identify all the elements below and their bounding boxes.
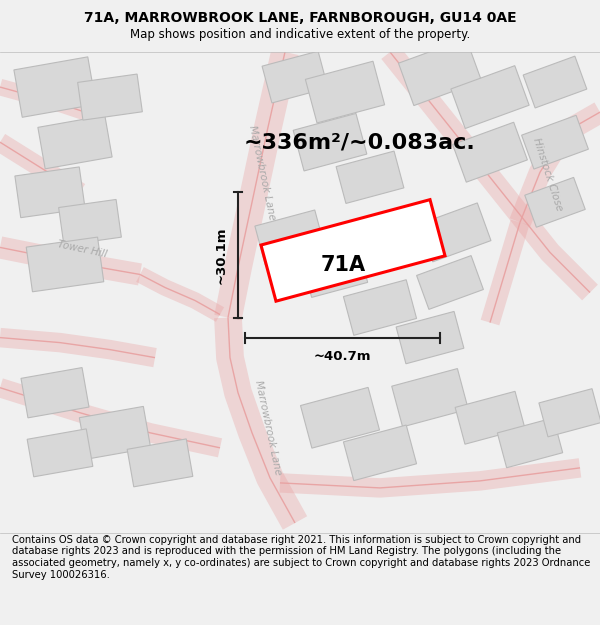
Polygon shape	[261, 199, 445, 301]
Polygon shape	[343, 425, 416, 481]
Polygon shape	[305, 61, 385, 123]
Polygon shape	[14, 57, 96, 118]
Text: ~336m²/~0.083ac.: ~336m²/~0.083ac.	[244, 132, 476, 152]
Polygon shape	[301, 388, 380, 448]
Polygon shape	[336, 151, 404, 203]
Polygon shape	[398, 39, 482, 106]
Polygon shape	[497, 418, 563, 468]
Polygon shape	[262, 51, 328, 103]
Polygon shape	[255, 210, 325, 265]
Polygon shape	[302, 248, 368, 298]
Polygon shape	[419, 203, 491, 262]
Text: 71A: 71A	[320, 256, 365, 276]
Polygon shape	[343, 280, 416, 336]
Text: Tower Hill: Tower Hill	[56, 239, 107, 259]
Text: Contains OS data © Crown copyright and database right 2021. This information is : Contains OS data © Crown copyright and d…	[12, 535, 590, 579]
Polygon shape	[451, 66, 529, 129]
Polygon shape	[523, 56, 587, 108]
Polygon shape	[396, 311, 464, 364]
Polygon shape	[416, 256, 484, 309]
Text: Marrowbrook Lane: Marrowbrook Lane	[253, 379, 283, 476]
Polygon shape	[21, 368, 89, 418]
Polygon shape	[455, 391, 525, 444]
Polygon shape	[15, 167, 85, 217]
Polygon shape	[452, 122, 527, 182]
Polygon shape	[525, 177, 585, 227]
Polygon shape	[59, 199, 121, 245]
Text: ~30.1m: ~30.1m	[215, 226, 228, 284]
Text: ~40.7m: ~40.7m	[314, 349, 371, 362]
Polygon shape	[539, 389, 600, 437]
Text: Marrowbrook Lane: Marrowbrook Lane	[247, 124, 277, 221]
Polygon shape	[26, 237, 104, 292]
Text: 71A, MARROWBROOK LANE, FARNBOROUGH, GU14 0AE: 71A, MARROWBROOK LANE, FARNBOROUGH, GU14…	[83, 11, 517, 26]
Polygon shape	[79, 406, 151, 459]
Text: Map shows position and indicative extent of the property.: Map shows position and indicative extent…	[130, 28, 470, 41]
Polygon shape	[521, 115, 589, 169]
Polygon shape	[38, 116, 112, 169]
Polygon shape	[127, 439, 193, 487]
Polygon shape	[27, 429, 93, 477]
Polygon shape	[77, 74, 142, 120]
Text: Hinstock Close: Hinstock Close	[532, 136, 565, 212]
Polygon shape	[293, 113, 367, 171]
Polygon shape	[392, 369, 468, 427]
